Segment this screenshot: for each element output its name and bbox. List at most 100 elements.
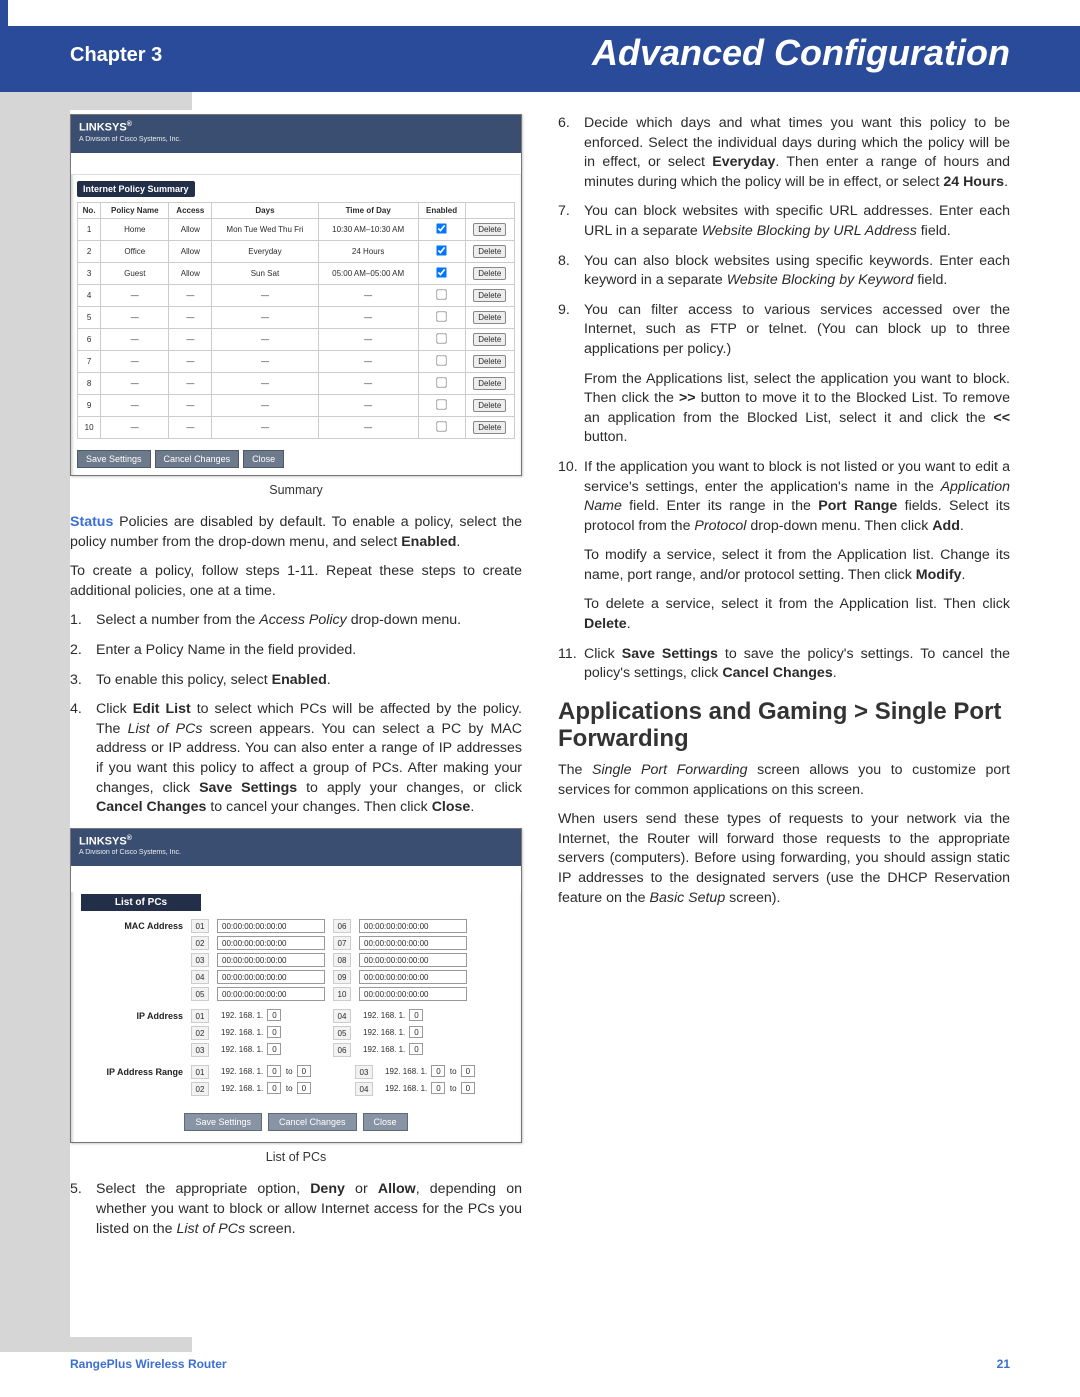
enabled-checkbox[interactable] (436, 378, 446, 388)
enabled-checkbox[interactable] (436, 246, 446, 256)
table-row: 9————Delete (78, 395, 515, 417)
step-1: Select a number from the Access Policy d… (70, 611, 522, 631)
table-row: 5————Delete (78, 307, 515, 329)
enabled-checkbox[interactable] (436, 224, 446, 234)
table-row: 3GuestAllowSun Sat05:00 AM–05:00 AMDelet… (78, 263, 515, 285)
lop-action-button[interactable]: Save Settings (184, 1113, 262, 1131)
steps-6-11: Decide which days and what times you wan… (558, 114, 1010, 684)
mac-input[interactable]: 00:00:00:00:00:00 (217, 919, 325, 933)
ip-range-input[interactable]: 192. 168. 1. 0 to 0 (381, 1065, 511, 1079)
step-6: Decide which days and what times you wan… (558, 114, 1010, 192)
enabled-checkbox[interactable] (436, 334, 446, 344)
summary-th: Access (169, 203, 212, 219)
mac-input[interactable]: 00:00:00:00:00:00 (359, 953, 467, 967)
mac-input[interactable]: 00:00:00:00:00:00 (217, 936, 325, 950)
chapter-label: Chapter 3 (70, 44, 162, 67)
step-7: You can block websites with specific URL… (558, 202, 1010, 241)
mac-input[interactable]: 00:00:00:00:00:00 (217, 953, 325, 967)
footer-page: 21 (997, 1357, 1010, 1371)
ip-range-section: IP Address Range 01192. 168. 1. 0 to 003… (81, 1065, 511, 1096)
summary-action-button[interactable]: Cancel Changes (155, 450, 240, 468)
footer-product: RangePlus Wireless Router (70, 1357, 227, 1371)
mac-label: MAC Address (81, 919, 191, 931)
table-row: 2OfficeAllowEveryday24 HoursDelete (78, 241, 515, 263)
page: Chapter 3 Advanced Configuration LINKSYS… (0, 0, 1080, 1397)
brand-logo: LINKSYS (79, 835, 127, 847)
left-column: LINKSYS® A Division of Cisco Systems, In… (70, 110, 522, 1337)
delete-button[interactable]: Delete (473, 399, 506, 412)
panel-title: Internet Policy Summary (77, 181, 195, 197)
mac-input[interactable]: 00:00:00:00:00:00 (359, 919, 467, 933)
ip-input[interactable]: 192. 168. 1. 0 (217, 1009, 325, 1023)
shot2-brand-bar: LINKSYS® A Division of Cisco Systems, In… (71, 829, 521, 867)
ip-input[interactable]: 192. 168. 1. 0 (359, 1043, 467, 1057)
ip-input[interactable]: 192. 168. 1. 0 (359, 1026, 467, 1040)
summary-action-button[interactable]: Save Settings (77, 450, 151, 468)
delete-button[interactable]: Delete (473, 333, 506, 346)
summary-th: Enabled (418, 203, 465, 219)
status-paragraph: Status Policies are disabled by default.… (70, 513, 522, 552)
lop-action-button[interactable]: Cancel Changes (268, 1113, 357, 1131)
table-row: 10————Delete (78, 417, 515, 439)
delete-button[interactable]: Delete (473, 267, 506, 280)
mac-input[interactable]: 00:00:00:00:00:00 (217, 987, 325, 1001)
ip-address-section: IP Address 01192. 168. 1. 004192. 168. 1… (81, 1009, 511, 1057)
range-label: IP Address Range (81, 1065, 191, 1077)
step-4: Click Edit List to select which PCs will… (70, 700, 522, 818)
summary-buttons: Save SettingsCancel ChangesClose (71, 443, 521, 475)
enabled-checkbox[interactable] (436, 268, 446, 278)
delete-button[interactable]: Delete (473, 245, 506, 258)
enabled-checkbox[interactable] (436, 400, 446, 410)
shot-spacer (71, 153, 521, 175)
header-banner: Chapter 3 Advanced Configuration (0, 26, 1080, 92)
lop-action-button[interactable]: Close (363, 1113, 408, 1131)
enabled-checkbox[interactable] (436, 356, 446, 366)
enabled-checkbox[interactable] (436, 290, 446, 300)
summary-action-button[interactable]: Close (243, 450, 284, 468)
step-9: You can filter access to various service… (558, 301, 1010, 448)
step-2: Enter a Policy Name in the field provide… (70, 641, 522, 661)
mac-input[interactable]: 00:00:00:00:00:00 (359, 936, 467, 950)
mac-input[interactable]: 00:00:00:00:00:00 (359, 970, 467, 984)
ip-range-input[interactable]: 192. 168. 1. 0 to 0 (217, 1082, 347, 1096)
table-row: 4————Delete (78, 285, 515, 307)
screenshot-list-of-pcs: LINKSYS® A Division of Cisco Systems, In… (70, 828, 522, 1143)
brand-sub: A Division of Cisco Systems, Inc. (79, 136, 513, 143)
ip-range-input[interactable]: 192. 168. 1. 0 to 0 (381, 1082, 511, 1096)
summary-th: No. (78, 203, 101, 219)
caption-lop: List of PCs (70, 1149, 522, 1166)
delete-button[interactable]: Delete (473, 377, 506, 390)
lop-title: List of PCs (81, 894, 201, 911)
table-row: 6————Delete (78, 329, 515, 351)
ip-range-input[interactable]: 192. 168. 1. 0 to 0 (217, 1065, 347, 1079)
ip-input[interactable]: 192. 168. 1. 0 (217, 1043, 325, 1057)
shot-brand-bar: LINKSYS® A Division of Cisco Systems, In… (71, 115, 521, 153)
mac-input[interactable]: 00:00:00:00:00:00 (217, 970, 325, 984)
step-5: Select the appropriate option, Deny or A… (70, 1180, 522, 1239)
delete-button[interactable]: Delete (473, 289, 506, 302)
ip-input[interactable]: 192. 168. 1. 0 (359, 1009, 467, 1023)
brand-logo: LINKSYS (79, 122, 127, 134)
mac-address-section: MAC Address 0100:00:00:00:00:000600:00:0… (81, 919, 511, 1001)
table-row: 1HomeAllowMon Tue Wed Thu Fri10:30 AM–10… (78, 219, 515, 241)
create-policy-intro: To create a policy, follow steps 1-11. R… (70, 562, 522, 601)
page-title: Advanced Configuration (592, 32, 1010, 74)
section-p2: When users send these types of requests … (558, 810, 1010, 908)
status-label: Status (70, 514, 113, 530)
mac-input[interactable]: 00:00:00:00:00:00 (359, 987, 467, 1001)
summary-th: Days (212, 203, 318, 219)
summary-th (465, 203, 515, 219)
enabled-checkbox[interactable] (436, 422, 446, 432)
caption-summary: Summary (70, 482, 522, 499)
delete-button[interactable]: Delete (473, 311, 506, 324)
step-11: Click Save Settings to save the policy's… (558, 645, 1010, 684)
steps-1-4: Select a number from the Access Policy d… (70, 611, 522, 817)
footer: RangePlus Wireless Router 21 (70, 1357, 1010, 1371)
delete-button[interactable]: Delete (473, 355, 506, 368)
enabled-checkbox[interactable] (436, 312, 446, 322)
ip-input[interactable]: 192. 168. 1. 0 (217, 1026, 325, 1040)
table-row: 8————Delete (78, 373, 515, 395)
summary-th: Time of Day (318, 203, 418, 219)
delete-button[interactable]: Delete (473, 223, 506, 236)
delete-button[interactable]: Delete (473, 421, 506, 434)
